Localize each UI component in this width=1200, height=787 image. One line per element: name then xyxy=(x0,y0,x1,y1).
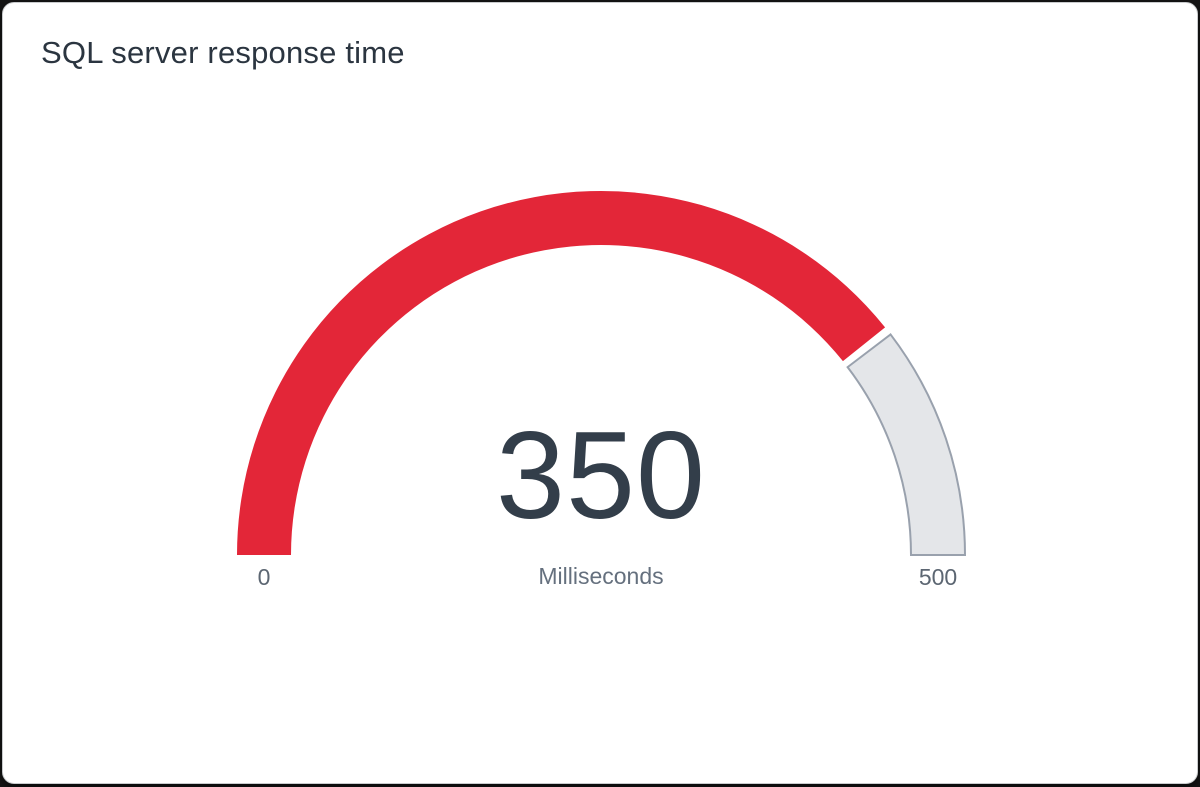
gauge-min-label: 0 xyxy=(257,564,271,590)
gauge-chart: 350 Milliseconds 0 500 xyxy=(3,3,1197,783)
gauge-fill-arc xyxy=(236,190,886,555)
gauge-max-label: 500 xyxy=(918,564,958,590)
gauge-units-label: Milliseconds xyxy=(538,563,664,589)
widget-title: SQL server response time xyxy=(41,35,405,70)
gauge-value: 350 xyxy=(496,407,706,545)
gauge-track-arc xyxy=(846,333,967,556)
